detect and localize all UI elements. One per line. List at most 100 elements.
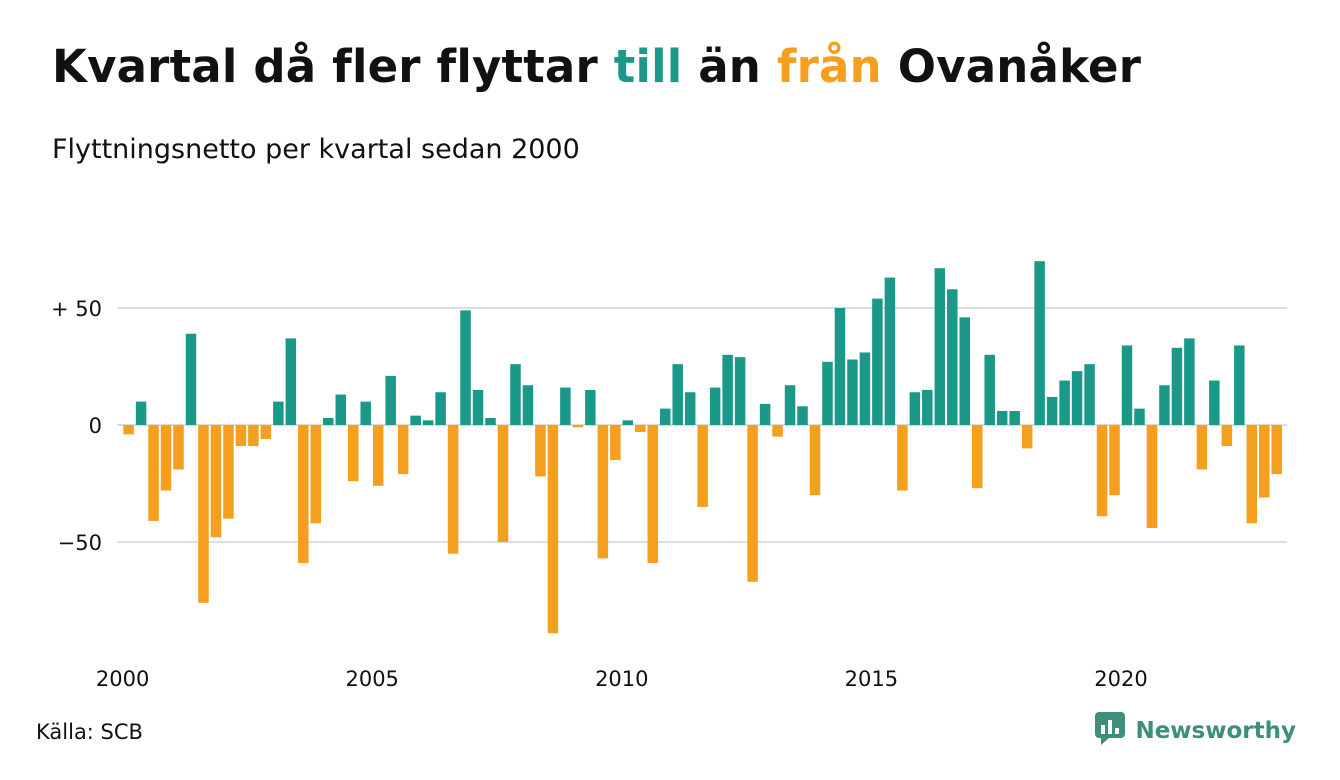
bar-2023-q1 (1271, 425, 1283, 475)
bar-2013-q2 (784, 385, 796, 425)
bar-2000-q1 (123, 425, 134, 435)
bar-2012-q4 (759, 403, 771, 425)
bar-2015-q2 (884, 277, 896, 425)
bar-2013-q4 (809, 425, 821, 496)
bar-2017-q3 (996, 410, 1008, 425)
bar-2004-q2 (335, 394, 347, 425)
bar-2009-q1 (572, 425, 584, 428)
bar-2012-q3 (747, 425, 758, 582)
bar-2014-q1 (822, 361, 833, 425)
bar-2017-q2 (984, 354, 995, 425)
chart-title: Kvartal då fler flyttar till än från Ova… (52, 40, 1141, 93)
title-part-1: Kvartal då fler flyttar (52, 40, 614, 93)
bar-2008-q4 (560, 387, 571, 425)
bar-2000-q2 (135, 401, 147, 425)
bar-2005-q2 (385, 375, 396, 425)
bar-2012-q1 (722, 354, 733, 425)
bar-2011-q2 (684, 392, 696, 425)
bar-2003-q1 (273, 401, 284, 425)
bar-2019-q3 (1096, 425, 1108, 517)
bar-2011-q4 (709, 387, 721, 425)
bar-2011-q3 (697, 425, 708, 507)
bar-2002-q1 (223, 425, 234, 519)
bar-2001-q2 (185, 333, 197, 425)
bar-2007-q2 (485, 417, 496, 425)
bar-2020-q2 (1134, 408, 1145, 425)
newsworthy-logo-icon (1095, 712, 1126, 750)
bar-2018-q2 (1034, 261, 1045, 425)
bar-2016-q3 (947, 289, 958, 425)
bar-2007-q3 (497, 425, 509, 542)
bar-2002-q3 (248, 425, 259, 447)
bar-2010-q3 (647, 425, 659, 564)
bar-2006-q2 (435, 392, 446, 425)
bar-2004-q4 (360, 401, 371, 425)
bar-2006-q3 (447, 425, 459, 554)
bar-2003-q4 (310, 425, 322, 524)
y-tick-label: 0 (89, 414, 102, 438)
bar-2002-q4 (260, 425, 272, 440)
bar-2017-q4 (1009, 410, 1020, 425)
bar-2021-q3 (1196, 425, 1208, 470)
bar-2011-q1 (672, 364, 683, 425)
bar-2018-q3 (1046, 396, 1058, 425)
bar-2005-q3 (397, 425, 409, 475)
x-tick-label: 2000 (96, 667, 149, 691)
bar-2016-q4 (959, 317, 971, 425)
bar-2022-q2 (1234, 345, 1245, 425)
brand-name: Newsworthy (1135, 718, 1296, 744)
bar-2000-q4 (160, 425, 172, 491)
bar-2014-q3 (847, 359, 858, 425)
bar-2021-q2 (1184, 338, 1195, 425)
bar-2004-q1 (323, 417, 334, 425)
bar-2020-q1 (1121, 345, 1133, 425)
y-axis: + 50 0 −50 (51, 297, 102, 555)
bar-2009-q3 (597, 425, 609, 559)
bar-2008-q1 (522, 385, 534, 425)
bar-2005-q1 (372, 425, 384, 486)
bar-2009-q4 (610, 425, 621, 461)
bar-2018-q4 (1059, 380, 1070, 425)
bar-2003-q2 (285, 338, 297, 425)
bar-2000-q3 (148, 425, 159, 521)
bar-2017-q1 (971, 425, 983, 489)
bar-2007-q4 (510, 364, 521, 425)
bar-2014-q2 (834, 308, 846, 425)
bar-2001-q3 (198, 425, 209, 603)
bar-2021-q1 (1171, 347, 1183, 425)
bar-2003-q3 (298, 425, 309, 564)
bar-2006-q1 (422, 420, 434, 425)
source-note: Källa: SCB (36, 720, 143, 744)
bar-2013-q1 (772, 425, 783, 437)
bar-2016-q2 (934, 268, 946, 425)
bar-2022-q4 (1259, 425, 1270, 498)
bar-2004-q3 (347, 425, 359, 482)
bar-2002-q2 (235, 425, 247, 447)
bar-2006-q4 (460, 310, 471, 425)
y-tick-label: −50 (58, 531, 102, 555)
bar-2015-q4 (909, 392, 921, 425)
bar-2019-q4 (1109, 425, 1120, 496)
bar-2012-q2 (734, 357, 746, 425)
bar-2019-q2 (1084, 364, 1095, 425)
bar-2010-q1 (622, 420, 634, 425)
bar-2021-q4 (1209, 380, 1220, 425)
title-till: till (613, 40, 683, 93)
bar-2010-q4 (659, 408, 671, 425)
x-tick-label: 2005 (345, 667, 398, 691)
bar-2015-q1 (872, 298, 883, 425)
bar-2015-q3 (897, 425, 908, 491)
bar-2018-q1 (1021, 425, 1033, 449)
bar-2007-q1 (472, 389, 484, 425)
title-part-2: än (682, 40, 777, 93)
bar-2020-q3 (1146, 425, 1158, 528)
title-part-3: Ovanåker (881, 40, 1142, 93)
x-tick-label: 2015 (845, 667, 898, 691)
bar-2022-q1 (1221, 425, 1233, 447)
bar-2019-q1 (1071, 371, 1083, 425)
bar-2001-q4 (210, 425, 222, 538)
bar-2022-q3 (1246, 425, 1258, 524)
chart-subtitle: Flyttningsnetto per kvartal sedan 2000 (52, 134, 580, 165)
y-tick-label: + 50 (51, 297, 102, 321)
